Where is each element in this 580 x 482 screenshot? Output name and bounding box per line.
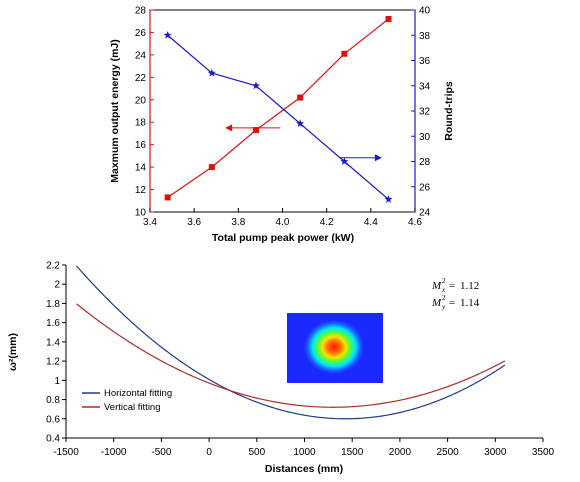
top-right-y-axis-label: Round-trips — [443, 81, 455, 141]
top-right-tick-label: 36 — [419, 56, 431, 67]
bottom-y-tick-label: 0.4 — [46, 434, 60, 445]
bottom-series — [76, 265, 506, 420]
top-left-tick-label: 14 — [135, 163, 147, 174]
bottom-legend: Horizontal fitting Vertical fitting — [82, 388, 172, 413]
bottom-x-tick-label: 2000 — [389, 447, 412, 458]
m2-annotation-y: M 2 y = 1.14 — [431, 294, 480, 311]
svg-text:M: M — [431, 297, 442, 309]
bottom-x-tick-label: 2500 — [436, 447, 459, 458]
roundtrips-data-point — [163, 31, 172, 39]
top-x-tick-label: 3.4 — [143, 217, 157, 228]
bottom-x-tick-label: 3000 — [484, 447, 507, 458]
top-x-axis: 3.4 3.6 3.8 4.0 4.2 4.4 4.6 — [143, 208, 422, 228]
svg-text:2: 2 — [442, 277, 446, 285]
beam-profile-inset — [287, 313, 383, 383]
energy-data-point — [341, 50, 348, 57]
bottom-x-tick-label: -1000 — [101, 447, 127, 458]
roundtrips-data-point — [207, 68, 216, 77]
energy-series-line — [167, 18, 389, 198]
bottom-y-tick-label: 1.4 — [46, 337, 60, 348]
bottom-x-tick-label: 1000 — [293, 447, 316, 458]
top-right-tick-label: 30 — [419, 132, 431, 143]
roundtrips-data-point — [252, 81, 260, 90]
top-right-tick-label: 26 — [419, 182, 431, 193]
energy-data-point — [164, 194, 171, 201]
top-right-tick-label: 40 — [419, 6, 431, 17]
m2-x-value: 1.12 — [460, 280, 479, 292]
bottom-y-tick-label: 1 — [54, 376, 60, 387]
top-annotations — [225, 124, 382, 162]
bottom-x-tick-label: 0 — [206, 447, 212, 458]
svg-text:y: y — [441, 303, 446, 311]
top-left-tick-label: 28 — [135, 6, 147, 17]
top-right-tick-label: 28 — [419, 157, 431, 168]
bottom-x-axis: -1500 -1000 -500 0 500 1000 1500 2000 2500 3000 35… — [53, 438, 555, 458]
bottom-x-tick-label: -500 — [151, 447, 171, 458]
top-x-tick-label: 4.2 — [320, 217, 334, 228]
top-x-tick-label: 4.0 — [276, 217, 290, 228]
bottom-y-axis-label: ω²(mm) — [7, 333, 19, 371]
top-right-tick-label: 24 — [419, 208, 431, 219]
svg-text:M: M — [431, 280, 442, 292]
top-right-tick-label: 38 — [419, 31, 431, 42]
top-left-tick-label: 16 — [135, 140, 147, 151]
top-left-tick-label: 20 — [135, 95, 147, 106]
bottom-x-tick-label: 3500 — [532, 447, 555, 458]
roundtrips-data-point — [296, 119, 305, 128]
m2-annotation-x: M 2 x = 1.12 — [431, 277, 479, 294]
top-left-tick-label: 24 — [135, 50, 147, 61]
horizontal-fitting-curve — [76, 265, 506, 420]
top-right-tick-label: 32 — [419, 107, 431, 118]
top-x-tick-label: 3.6 — [187, 217, 201, 228]
energy-data-point — [253, 127, 259, 134]
energy-data-point — [297, 94, 304, 101]
top-left-tick-label: 18 — [135, 118, 147, 129]
bottom-x-axis-label: Distances (mm) — [265, 463, 343, 475]
bottom-y-axis: 0.4 0.6 0.8 1 1.2 1.4 1.6 1.8 2 2.2 — [46, 261, 66, 445]
bottom-y-tick-label: 0.8 — [46, 395, 60, 406]
bottom-y-tick-label: 1.8 — [46, 299, 60, 310]
svg-text:=: = — [449, 297, 455, 309]
legend-label-horizontal: Horizontal fitting — [104, 388, 172, 399]
right-arrow-head — [374, 154, 382, 162]
bottom-x-tick-label: -1500 — [53, 447, 79, 458]
svg-text:x: x — [441, 286, 446, 294]
roundtrips-data-point — [340, 157, 349, 165]
bottom-x-tick-label: 500 — [248, 447, 265, 458]
energy-data-point — [385, 15, 392, 22]
energy-data-point — [208, 164, 215, 171]
top-left-tick-label: 12 — [135, 185, 147, 196]
top-series — [163, 15, 393, 203]
bottom-y-tick-label: 1.2 — [46, 357, 60, 368]
inset-beam-spot — [304, 320, 364, 374]
legend-label-vertical: Vertical fitting — [104, 402, 161, 413]
bottom-y-tick-label: 2 — [54, 280, 60, 291]
bottom-y-tick-label: 2.2 — [46, 261, 60, 272]
m2-y-value: 1.14 — [460, 297, 480, 309]
top-left-axis: 10 12 14 16 18 20 22 24 26 28 — [135, 6, 154, 219]
vertical-fitting-curve — [76, 303, 506, 408]
left-arrow-head — [225, 124, 233, 132]
top-y-axis-label: Maxmum output energy (mJ) — [109, 39, 121, 183]
roundtrips-data-point — [384, 195, 393, 203]
roundtrips-series-line — [167, 34, 389, 200]
bottom-x-tick-label: 1500 — [341, 447, 364, 458]
bottom-y-tick-label: 1.6 — [46, 318, 60, 329]
top-left-tick-label: 22 — [135, 73, 147, 84]
top-left-tick-label: 10 — [135, 208, 147, 219]
top-right-tick-label: 34 — [419, 81, 431, 92]
svg-text:2: 2 — [442, 294, 446, 302]
top-left-tick-label: 26 — [135, 28, 147, 39]
top-x-tick-label: 4.6 — [408, 217, 422, 228]
bottom-beam-chart: 0.4 0.6 0.8 1 1.2 1.4 1.6 1.8 2 2.2 -1500 -1000 -50… — [7, 261, 555, 476]
svg-text:=: = — [449, 280, 455, 292]
top-x-axis-label: Total pump peak power (kW) — [212, 232, 354, 244]
bottom-y-tick-label: 0.6 — [46, 414, 60, 425]
top-x-tick-label: 3.8 — [231, 217, 245, 228]
top-x-tick-label: 4.4 — [364, 217, 378, 228]
top-right-axis: 24 26 28 30 32 34 36 38 40 — [411, 6, 431, 219]
